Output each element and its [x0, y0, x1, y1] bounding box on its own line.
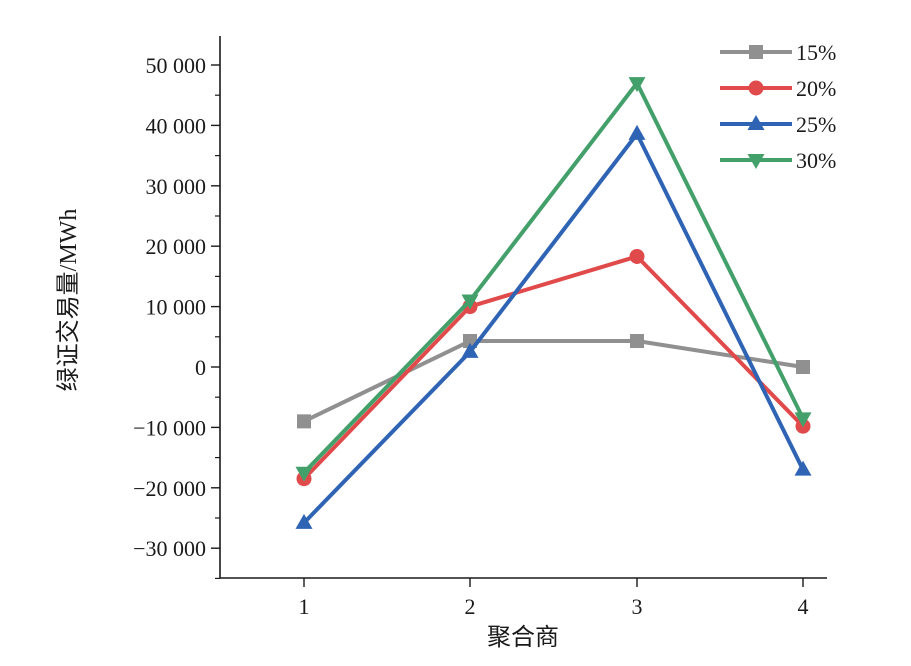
series-line [302, 81, 805, 475]
y-tick-label: −20 000 [133, 476, 206, 501]
legend-label: 25% [796, 112, 836, 137]
series-30pct [295, 77, 812, 482]
y-tick-label: 30 000 [146, 174, 207, 199]
legend-item: 30% [720, 148, 836, 173]
data-point [295, 466, 313, 482]
legend-item: 20% [720, 76, 836, 101]
legend-label: 30% [796, 148, 836, 173]
data-point [295, 513, 313, 529]
data-point [794, 460, 812, 476]
series-line [303, 339, 804, 424]
legend-marker [747, 154, 765, 169]
x-tick-label: 2 [465, 594, 476, 619]
y-tick-label: 0 [195, 355, 206, 380]
legend-marker [749, 45, 763, 59]
series-15pct [297, 334, 810, 429]
y-tick-label: −10 000 [133, 415, 206, 440]
data-point [796, 360, 810, 374]
legend-label: 20% [796, 76, 836, 101]
x-tick-label: 1 [299, 594, 310, 619]
data-point [297, 414, 311, 429]
y-tick-label: −30 000 [133, 536, 206, 561]
data-point [629, 248, 645, 264]
data-point [630, 334, 644, 349]
x-tick-label: 3 [632, 594, 643, 619]
x-tick-label: 4 [798, 594, 809, 619]
data-point [794, 412, 812, 428]
legend: 15% 20% 25% 30% [720, 40, 836, 173]
legend-item: 25% [720, 112, 836, 137]
legend-item: 15% [720, 40, 836, 65]
x-axis-title: 聚合商 [487, 624, 559, 651]
series-line [302, 131, 805, 525]
legend-label: 15% [796, 40, 836, 65]
data-point [461, 342, 479, 358]
y-axis-title: 绿证交易量/MWh [55, 209, 82, 392]
data-point [628, 124, 646, 140]
series-group [295, 77, 812, 529]
y-tick-label: 10 000 [146, 295, 207, 320]
series-25pct [295, 124, 812, 529]
y-tick-label: 20 000 [146, 234, 207, 259]
data-point [461, 294, 479, 310]
data-point [628, 77, 646, 93]
axes-group: −30 000 −20 000 −10 000 0 10 000 20 000 30 000… [133, 36, 827, 619]
legend-marker [747, 115, 765, 130]
series-line [302, 254, 805, 481]
y-tick-label: 40 000 [146, 113, 207, 138]
legend-marker [748, 80, 764, 96]
y-tick-label: 50 000 [146, 53, 207, 78]
